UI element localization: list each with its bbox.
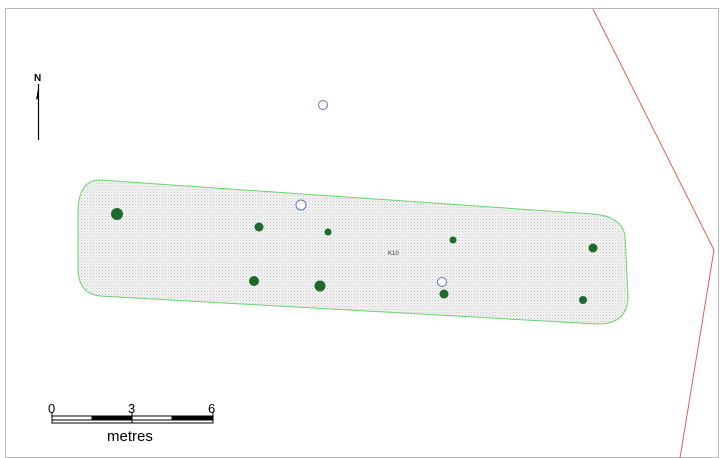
scale-segment-3 [131,415,173,421]
north-arrow: N [34,73,41,140]
scale-tick-6: 6 [208,401,215,416]
north-label: N [34,73,41,84]
scale-bar: 0 3 6 metres [48,401,215,445]
empty-holes [295,100,447,287]
scale-unit: metres [107,428,153,445]
post-hole [254,222,264,232]
empty-hole [295,199,307,211]
scale-segment-1 [51,415,93,421]
post-hole [579,296,587,304]
post-hole [588,243,598,253]
post-holes [111,208,598,304]
post-hole [314,280,326,292]
empty-hole [318,100,328,110]
post-hole [324,228,332,236]
scale-segment-4 [171,415,214,421]
enclosure-label: K10 [388,251,399,257]
boundary-line [592,8,715,458]
post-hole [439,289,449,299]
scale-segment-2 [91,415,133,421]
scale-tick-3: 3 [128,401,135,416]
scale-tick-0: 0 [48,401,55,416]
post-hole [449,236,457,244]
empty-hole [437,277,447,287]
post-hole [249,276,259,286]
north-arrow-head [36,86,39,100]
enclosure-outline [77,179,629,325]
post-hole [111,208,123,220]
